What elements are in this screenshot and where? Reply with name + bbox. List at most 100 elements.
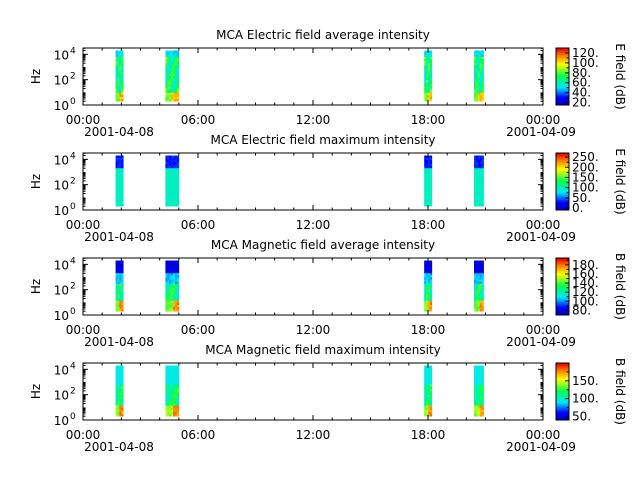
- spectrogram-cell: [474, 176, 477, 180]
- end-date-label: 2001-04-09: [506, 125, 576, 139]
- spectrogram-cell: [474, 292, 477, 295]
- spectrogram-cell: [474, 283, 477, 287]
- spectrogram-cell: [167, 88, 170, 91]
- colorbar-segment: [556, 168, 569, 171]
- spectrogram-cell: [475, 65, 479, 68]
- spectrogram-cell: [167, 61, 170, 64]
- colorbar-segment: [556, 70, 569, 73]
- spectrogram-cell: [169, 304, 172, 308]
- spectrogram-cell: [475, 306, 479, 310]
- spectrogram-cell: [474, 365, 477, 368]
- spectrogram-cell: [173, 292, 176, 295]
- spectrogram-cell: [117, 159, 120, 163]
- colorbar-segment: [556, 371, 569, 374]
- spectrogram-cell: [428, 166, 431, 169]
- spectrogram-cell: [167, 161, 170, 165]
- spectrogram-cell: [165, 306, 168, 310]
- spectrogram-cell: [169, 67, 172, 70]
- spectrogram-cell: [479, 69, 482, 72]
- spectrogram-cell: [173, 275, 176, 278]
- spectrogram-cell: [477, 178, 481, 182]
- spectrogram-cell: [176, 201, 180, 205]
- spectrogram-cell: [169, 273, 172, 276]
- spectrogram-cell: [424, 266, 427, 270]
- spectrogram-cell: [475, 266, 479, 270]
- spectrogram-cell: [429, 161, 433, 165]
- spectrogram-cell: [121, 290, 124, 293]
- spectrogram-cell: [424, 94, 427, 98]
- spectrogram-cell: [121, 367, 124, 371]
- spectrogram-cell: [169, 367, 172, 371]
- spectrogram-cell: [481, 376, 484, 379]
- spectrogram-cell: [173, 395, 176, 398]
- spectrogram-cell: [176, 260, 180, 263]
- spectrogram-cell: [173, 264, 176, 268]
- spectrogram-cell: [424, 65, 427, 68]
- spectrogram-cell: [169, 403, 172, 406]
- spectrogram-cell: [165, 182, 168, 186]
- colorbar-segment: [556, 385, 569, 388]
- spectrogram-cell: [165, 69, 168, 72]
- colorbar-segment: [556, 375, 569, 378]
- spectrogram-cell: [477, 199, 481, 203]
- spectrogram-cell: [175, 166, 178, 169]
- spectrogram-cell: [481, 174, 484, 177]
- spectrogram-cell: [167, 380, 170, 383]
- spectrogram-cell: [426, 275, 429, 278]
- spectrogram-cell: [424, 80, 427, 83]
- spectrogram-cell: [475, 304, 479, 308]
- spectrogram-cell: [424, 58, 427, 62]
- spectrogram-cell: [477, 180, 481, 184]
- spectrogram-cell: [481, 56, 484, 60]
- spectrogram-cell: [475, 92, 479, 96]
- spectrogram-cell: [119, 277, 122, 280]
- spectrogram-cell: [426, 283, 429, 287]
- spectrogram-cell: [475, 414, 479, 417]
- spectrogram-cell: [121, 187, 124, 190]
- colorbar-tick-label: 150.: [572, 374, 599, 388]
- spectrogram-cell: [173, 306, 176, 310]
- spectrogram-cell: [119, 367, 122, 371]
- spectrogram-cell: [121, 201, 124, 205]
- spectrogram-cell: [481, 380, 484, 383]
- spectrogram-cell: [479, 392, 482, 396]
- spectrogram-cell: [121, 71, 124, 75]
- spectrogram-cell: [167, 180, 170, 184]
- spectrogram-cell: [474, 373, 477, 377]
- spectrogram-cell: [428, 411, 431, 415]
- start-date-label: 2001-04-08: [84, 440, 154, 454]
- spectrogram-cell: [167, 69, 170, 72]
- colorbar-tick-label: 100.: [572, 294, 599, 308]
- spectrogram-cell: [173, 75, 176, 79]
- spectrogram-cell: [176, 262, 180, 266]
- spectrogram-cell: [426, 65, 429, 68]
- spectrogram-cell: [175, 189, 178, 192]
- colorbar-segment: [556, 177, 569, 180]
- spectrogram-cell: [428, 279, 431, 282]
- colorbar-tick-label: 120.: [572, 46, 599, 60]
- spectrogram-cell: [426, 157, 429, 161]
- spectrogram-cell: [175, 56, 178, 60]
- spectrogram-cell: [424, 371, 427, 375]
- spectrogram-cell: [119, 260, 122, 263]
- spectrogram-cell: [477, 197, 481, 201]
- y-tick-label: 10: [54, 309, 69, 323]
- spectrogram-cell: [479, 195, 482, 199]
- spectrogram-cell: [475, 397, 479, 400]
- spectrogram-cell: [429, 290, 433, 293]
- spectrogram-cell: [424, 380, 427, 383]
- spectrogram-cell: [121, 65, 124, 68]
- spectrogram-cell: [117, 82, 120, 85]
- colorbar-segment: [556, 191, 569, 194]
- spectrogram-cell: [119, 287, 122, 291]
- spectrogram-cell: [477, 58, 481, 62]
- colorbar-segment: [556, 378, 569, 381]
- spectrogram-cell: [115, 204, 118, 207]
- spectrogram-cell: [424, 69, 427, 72]
- spectrogram-cell: [173, 67, 176, 70]
- spectrogram-cell: [426, 296, 429, 299]
- spectrogram-cell: [474, 92, 477, 96]
- colorbar-segment: [556, 285, 569, 287]
- spectrogram-cell: [424, 99, 427, 102]
- spectrogram-cell: [426, 163, 429, 167]
